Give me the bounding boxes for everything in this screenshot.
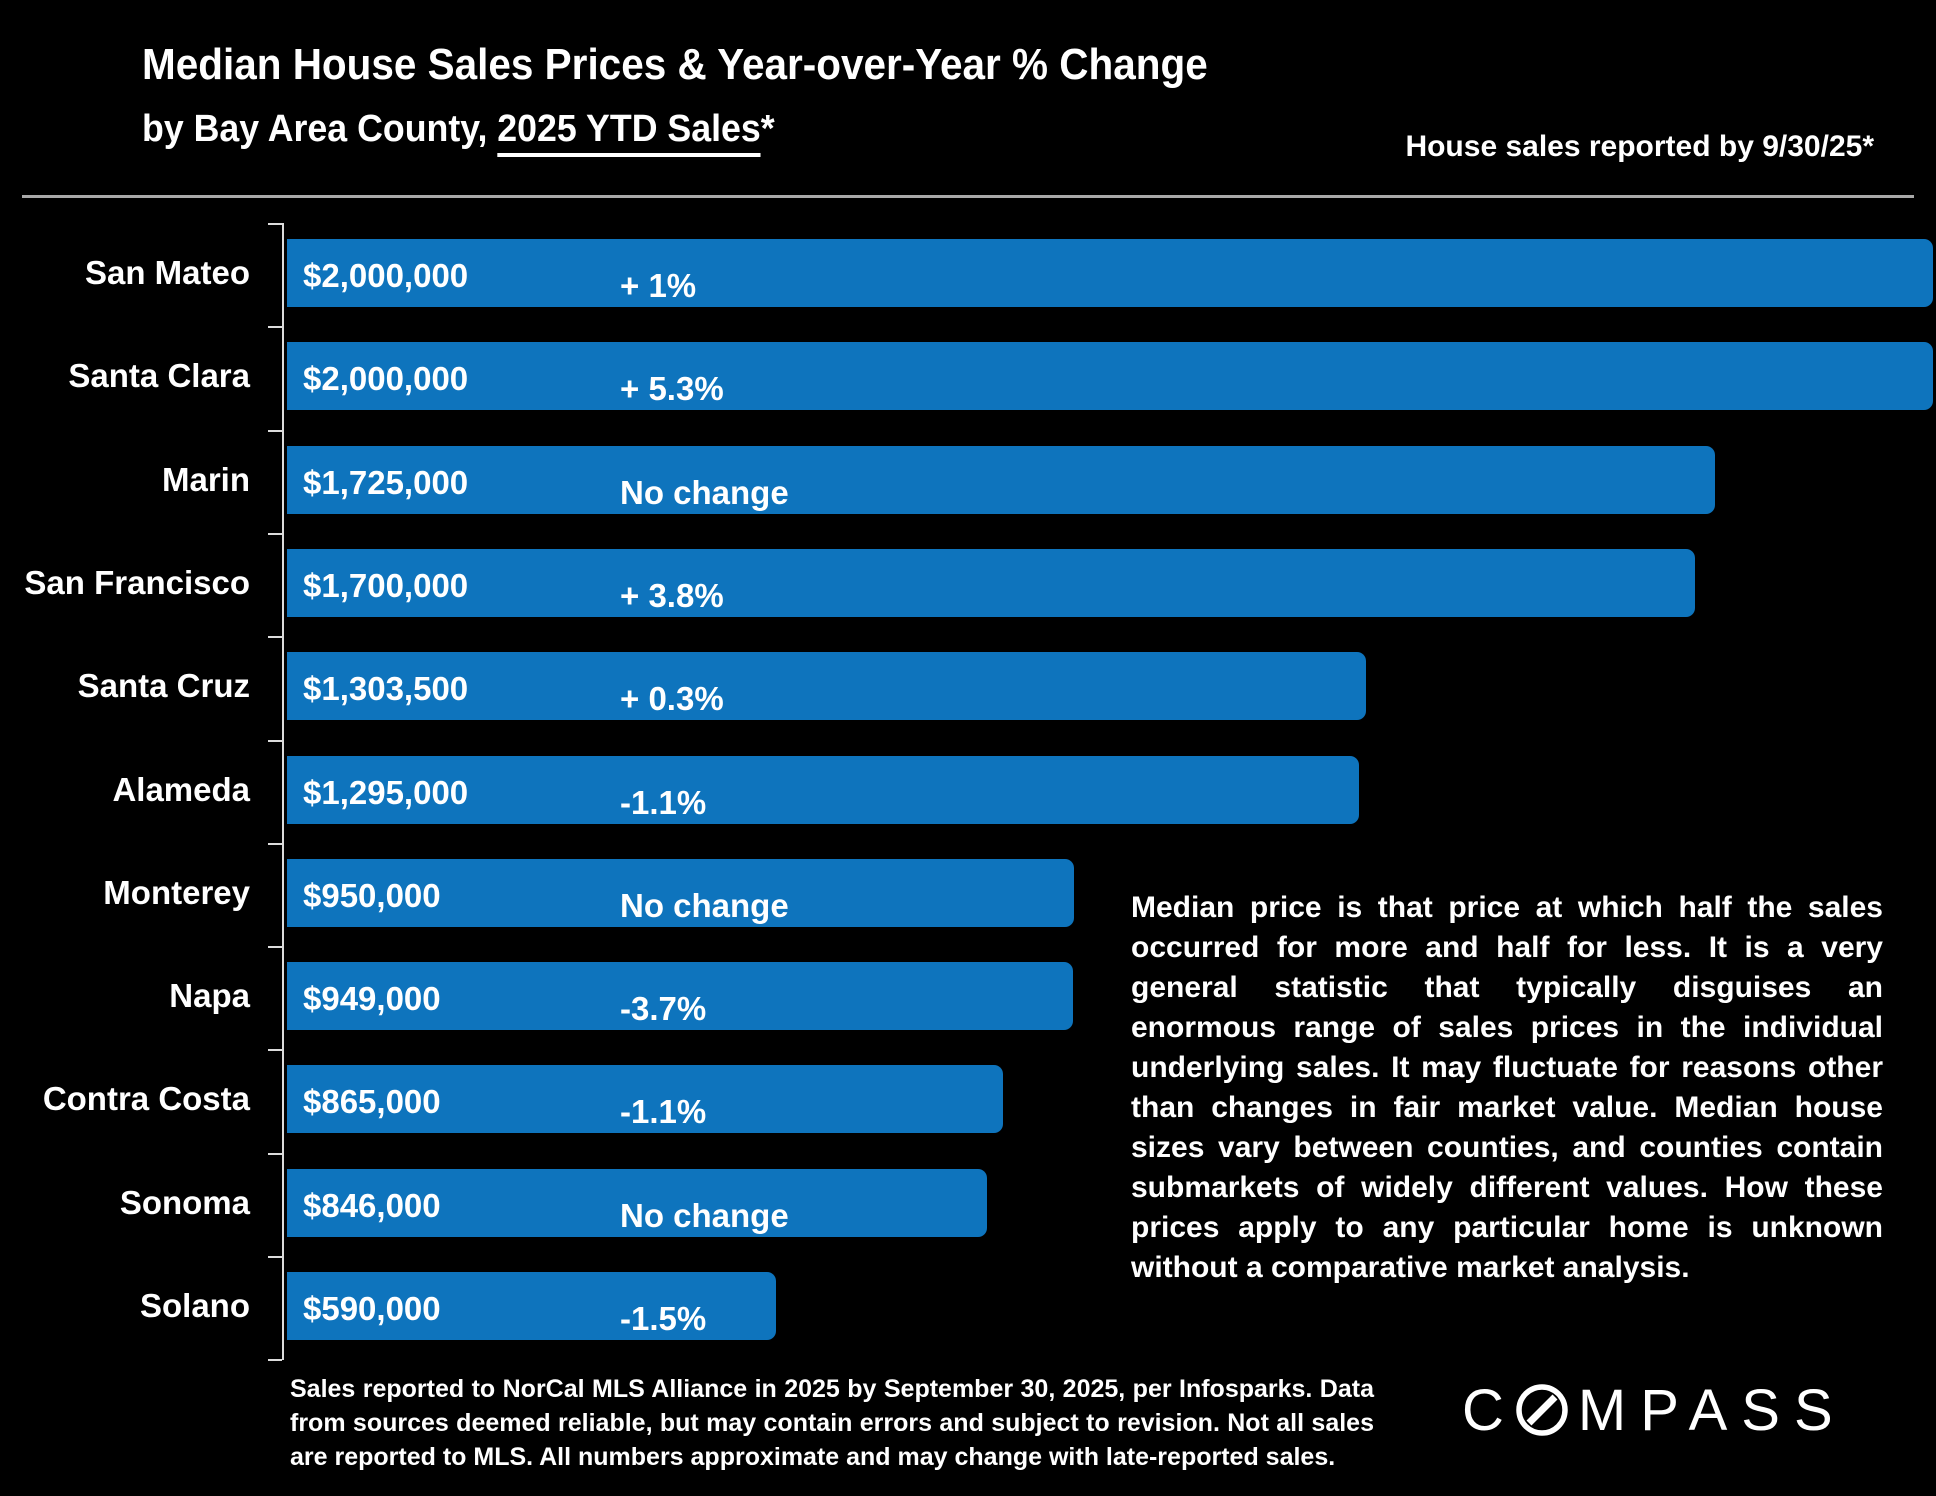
county-label: San Francisco [24, 564, 250, 601]
axis-tick [268, 843, 282, 845]
compass-logo-rest: MPASS [1577, 1377, 1847, 1443]
median-price-bar [287, 1169, 987, 1237]
price-label: $590,000 [303, 1290, 441, 1327]
median-price-bar [287, 756, 1359, 824]
county-label: San Mateo [84, 254, 250, 291]
chart-row: San Francisco $1,700,000 + 3.8% [0, 533, 1936, 637]
compass-logo-c: C [1462, 1377, 1518, 1443]
chart-row: Sonoma $846,000 No change [0, 1153, 1936, 1257]
median-price-bar [287, 652, 1366, 720]
median-price-bar [287, 962, 1073, 1030]
county-label: Solano [139, 1287, 250, 1324]
report-date-note: House sales reported by 9/30/25* [1405, 130, 1874, 163]
price-label: $1,725,000 [303, 464, 469, 501]
county-label: Santa Clara [68, 357, 250, 394]
axis-tick [268, 430, 282, 432]
price-label: $1,700,000 [303, 567, 469, 604]
median-price-bar [287, 342, 1933, 410]
chart-row: Alameda $1,295,000 -1.1% [0, 740, 1936, 844]
yoy-change-label: + 5.3% [620, 370, 724, 407]
county-label: Santa Cruz [77, 667, 250, 704]
header-divider [22, 195, 1914, 198]
chart-row: Monterey $950,000 No change [0, 843, 1936, 947]
chart-row: Marin $1,725,000 No change [0, 430, 1936, 534]
yoy-change-label: -1.1% [620, 784, 707, 821]
price-label: $950,000 [303, 877, 441, 914]
median-price-bar [287, 1272, 776, 1340]
subtitle-underlined: 2025 YTD Sales [497, 108, 761, 157]
price-label: $2,000,000 [303, 360, 469, 397]
yoy-change-label: No change [620, 887, 789, 924]
price-label: $1,303,500 [303, 670, 469, 707]
county-label: Contra Costa [42, 1080, 250, 1117]
median-price-bar [287, 1065, 1003, 1133]
price-label: $2,000,000 [303, 257, 469, 294]
price-label: $865,000 [303, 1083, 441, 1120]
yoy-change-label: + 1% [620, 267, 697, 304]
axis-tick [268, 1153, 282, 1155]
median-price-annotation: Median price is that price at which half… [1131, 891, 1883, 1284]
county-label: Monterey [103, 874, 250, 911]
county-label: Napa [169, 977, 250, 1014]
axis-tick [268, 740, 282, 742]
yoy-change-label: + 3.8% [620, 577, 724, 614]
page-title: Median House Sales Prices & Year-over-Ye… [142, 40, 1208, 89]
chart-row: Napa $949,000 -3.7% [0, 946, 1936, 1050]
median-price-bar [287, 549, 1695, 617]
yoy-change-label: -1.1% [620, 1093, 707, 1130]
yoy-change-label: No change [620, 474, 789, 511]
median-price-bar [287, 239, 1933, 307]
median-price-bar [287, 446, 1715, 514]
compass-o-icon [1516, 1384, 1568, 1436]
data-source-footnote: Sales reported to NorCal MLS Alliance in… [290, 1375, 1374, 1471]
chart-row: Solano $590,000 -1.5% [0, 1256, 1936, 1360]
page-subtitle: by Bay Area County, 2025 YTD Sales* [142, 108, 775, 157]
chart-row: Contra Costa $865,000 -1.1% [0, 1049, 1936, 1153]
yoy-change-label: No change [620, 1197, 789, 1234]
axis-tick [268, 1256, 282, 1258]
axis-tick [268, 1049, 282, 1051]
price-label: $1,295,000 [303, 774, 469, 811]
axis-tick [268, 326, 282, 328]
price-label: $846,000 [303, 1187, 441, 1224]
y-axis-line [282, 223, 284, 1360]
county-label: Sonoma [119, 1184, 250, 1221]
chart-row: Santa Clara $2,000,000 + 5.3% [0, 326, 1936, 430]
yoy-change-label: -1.5% [620, 1300, 707, 1337]
axis-tick [268, 636, 282, 638]
county-label: Marin [161, 461, 250, 498]
yoy-change-label: -3.7% [620, 990, 707, 1027]
yoy-change-label: + 0.3% [620, 680, 724, 717]
county-label: Alameda [112, 771, 250, 808]
compass-logo: C MPASS [1462, 1378, 1847, 1443]
chart-row: San Mateo $2,000,000 + 1% [0, 223, 1936, 327]
subtitle-prefix: by Bay Area County, [142, 108, 498, 150]
median-price-bar [287, 859, 1074, 927]
price-label: $949,000 [303, 980, 441, 1017]
axis-tick [268, 946, 282, 948]
axis-tick [268, 1359, 282, 1361]
chart-row: Santa Cruz $1,303,500 + 0.3% [0, 636, 1936, 740]
axis-tick [268, 223, 282, 225]
axis-tick [268, 533, 282, 535]
subtitle-asterisk: * [760, 108, 775, 150]
